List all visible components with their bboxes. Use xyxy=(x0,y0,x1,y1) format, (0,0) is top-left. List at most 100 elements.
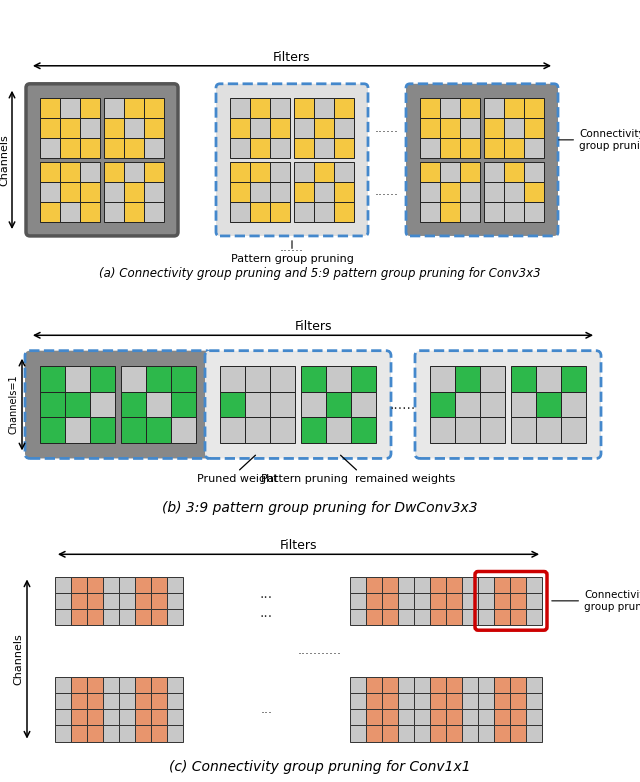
Bar xyxy=(462,609,478,625)
Bar xyxy=(167,676,183,693)
Bar xyxy=(504,118,524,138)
Bar xyxy=(526,726,542,741)
Bar xyxy=(71,726,87,741)
Bar xyxy=(334,98,354,118)
FancyBboxPatch shape xyxy=(26,84,178,236)
Bar xyxy=(55,693,71,709)
Bar xyxy=(504,138,524,158)
Bar xyxy=(60,138,80,158)
Bar xyxy=(446,676,462,693)
Bar xyxy=(80,162,100,182)
Bar xyxy=(446,609,462,625)
Bar xyxy=(526,693,542,709)
Bar xyxy=(270,418,295,443)
Bar xyxy=(104,182,124,202)
Bar xyxy=(414,693,430,709)
Bar xyxy=(524,162,544,182)
Bar xyxy=(446,726,462,741)
Bar xyxy=(398,726,414,741)
Text: Connectivity
group pruning: Connectivity group pruning xyxy=(559,129,640,151)
Text: (c) Connectivity group pruning for Conv1x1: (c) Connectivity group pruning for Conv1… xyxy=(169,760,471,774)
Bar xyxy=(446,709,462,726)
Bar xyxy=(250,118,270,138)
Bar xyxy=(510,693,526,709)
Bar xyxy=(414,726,430,741)
Bar xyxy=(245,366,270,392)
Bar xyxy=(40,366,65,392)
Bar xyxy=(60,202,80,222)
Bar xyxy=(119,726,135,741)
FancyBboxPatch shape xyxy=(415,350,601,458)
Bar xyxy=(494,576,510,593)
Bar xyxy=(478,709,494,726)
Bar xyxy=(167,609,183,625)
Bar xyxy=(462,576,478,593)
Bar xyxy=(250,162,270,182)
Bar xyxy=(524,202,544,222)
Bar xyxy=(351,418,376,443)
Bar xyxy=(414,676,430,693)
Bar xyxy=(71,593,87,609)
Bar xyxy=(40,118,60,138)
Bar xyxy=(350,693,366,709)
Bar xyxy=(511,392,536,418)
Bar xyxy=(90,418,115,443)
Bar xyxy=(398,676,414,693)
Bar xyxy=(144,98,164,118)
Bar xyxy=(270,366,295,392)
Bar xyxy=(270,98,290,118)
Text: Filters: Filters xyxy=(294,321,332,333)
Bar xyxy=(430,676,446,693)
Bar xyxy=(484,182,504,202)
Bar xyxy=(440,202,460,222)
FancyBboxPatch shape xyxy=(25,350,211,458)
Text: Filters: Filters xyxy=(280,540,317,552)
Text: (b) 3:9 pattern group pruning for DwConv3x3: (b) 3:9 pattern group pruning for DwConv… xyxy=(162,501,478,515)
Bar xyxy=(40,418,65,443)
Bar xyxy=(55,726,71,741)
Bar xyxy=(561,418,586,443)
Bar xyxy=(510,593,526,609)
Bar xyxy=(504,162,524,182)
Bar xyxy=(80,138,100,158)
Bar xyxy=(420,98,440,118)
Bar xyxy=(326,392,351,418)
Bar xyxy=(524,98,544,118)
Bar xyxy=(270,182,290,202)
Text: Channels=1: Channels=1 xyxy=(9,375,19,434)
Bar xyxy=(87,576,103,593)
Bar xyxy=(446,593,462,609)
Bar xyxy=(480,392,505,418)
Text: (a) Connectivity group pruning and 5:9 pattern group pruning for Conv3x3: (a) Connectivity group pruning and 5:9 p… xyxy=(99,267,541,280)
Bar xyxy=(71,709,87,726)
Bar xyxy=(334,182,354,202)
Bar xyxy=(250,182,270,202)
Bar xyxy=(151,609,167,625)
Bar xyxy=(230,98,250,118)
Bar xyxy=(314,162,334,182)
Bar xyxy=(250,98,270,118)
Bar xyxy=(455,366,480,392)
Bar xyxy=(119,593,135,609)
Bar xyxy=(478,609,494,625)
Bar xyxy=(524,138,544,158)
Bar xyxy=(478,726,494,741)
Bar xyxy=(478,676,494,693)
Bar xyxy=(103,676,119,693)
Bar xyxy=(462,693,478,709)
Bar xyxy=(144,162,164,182)
Bar xyxy=(87,609,103,625)
Bar xyxy=(119,676,135,693)
Bar xyxy=(80,118,100,138)
Bar xyxy=(294,118,314,138)
Bar xyxy=(462,676,478,693)
Bar xyxy=(366,593,382,609)
Bar xyxy=(80,202,100,222)
Bar xyxy=(301,392,326,418)
Bar xyxy=(220,392,245,418)
Bar xyxy=(135,576,151,593)
Text: ......: ...... xyxy=(280,242,304,254)
Bar xyxy=(460,98,480,118)
Bar xyxy=(334,162,354,182)
Bar xyxy=(326,418,351,443)
